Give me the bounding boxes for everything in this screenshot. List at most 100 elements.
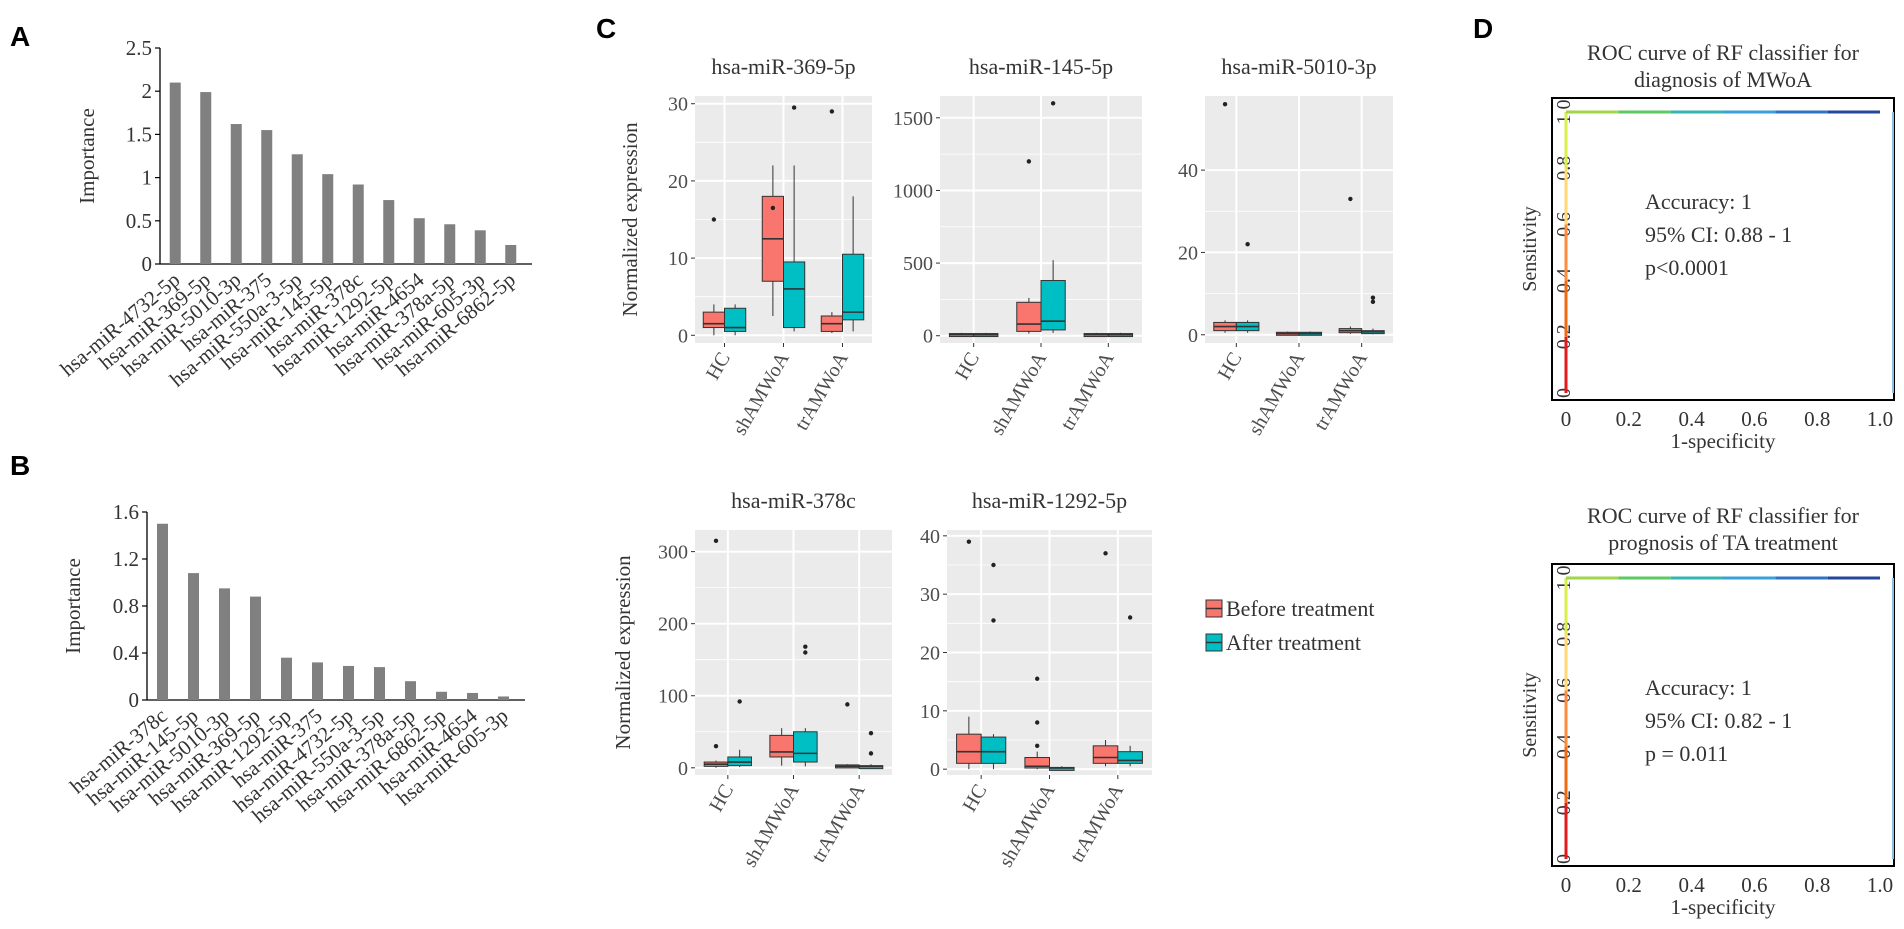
x-axis-title: 1-specificity <box>1671 429 1776 453</box>
annotation-text: 95% CI: 0.82 - 1 <box>1645 708 1792 733</box>
box <box>1092 745 1119 764</box>
y-tick-label: 0.6 <box>1553 212 1575 237</box>
outlier-point <box>803 644 808 649</box>
outlier-point <box>713 538 719 544</box>
y-tick-label: 0.8 <box>113 594 139 618</box>
y-tick-label: 0.2 <box>1553 790 1575 815</box>
y-tick-label: 40 <box>920 526 940 548</box>
outlier-point <box>1127 615 1133 620</box>
outlier-point <box>1035 743 1040 749</box>
bar <box>352 184 364 264</box>
panel-label-a: A <box>10 21 30 52</box>
outlier-point <box>1222 102 1228 107</box>
y-tick-label: 2 <box>142 79 153 103</box>
box <box>724 307 747 332</box>
y-tick-label: 0 <box>1188 325 1198 347</box>
bar <box>230 124 242 264</box>
x-tick-label: HC <box>702 349 735 384</box>
x-tick-label: HC <box>959 781 992 816</box>
x-tick-label: 0.4 <box>1678 873 1705 897</box>
y-tick-label: 1 <box>142 166 153 190</box>
x-axis-title: 1-specificity <box>1671 895 1776 919</box>
outlier-point <box>1348 196 1353 202</box>
boxplot-mir-145-5p: 0 500 1000 1500 HC shAMWoA trAMWoA hsa-miR-145-… <box>893 54 1142 439</box>
y-tick-label: 0 <box>930 759 940 781</box>
bar-chart-b: 00.40.81.21.6Importancehsa-miR-378chsa-m… <box>61 500 525 828</box>
x-tick-label: 0.2 <box>1616 407 1642 431</box>
y-tick-label: 2.5 <box>126 36 152 60</box>
bar <box>169 82 181 264</box>
box <box>1016 301 1042 332</box>
outlier-point <box>1370 295 1376 300</box>
y-tick-label: 1.6 <box>113 500 139 524</box>
y-tick-label: 1.5 <box>126 122 152 146</box>
legend: Before treatment After treatment <box>1205 596 1374 655</box>
y-tick-label: 0.5 <box>126 209 152 233</box>
y-axis-title: Importance <box>75 108 99 204</box>
roc-curve-prognosis: ROC curve of RF classifier forprognosis … <box>1519 503 1895 919</box>
x-tick-label: shAMWoA <box>986 348 1051 439</box>
bar <box>250 596 261 700</box>
y-tick-label: 0 <box>678 325 688 347</box>
outlier-point <box>803 650 808 655</box>
bar <box>312 662 323 700</box>
outlier-point <box>868 731 874 736</box>
annotation-text: Accuracy: 1 <box>1645 189 1752 214</box>
bar <box>291 154 303 264</box>
outlier-point <box>711 217 717 222</box>
outlier-point <box>770 205 776 211</box>
y-tick-label: 0.4 <box>1553 268 1575 293</box>
x-tick-label: shAMWoA <box>739 780 804 871</box>
y-tick-label: 0 <box>1553 854 1575 864</box>
plot-frame <box>1551 97 1895 401</box>
box <box>1117 751 1143 764</box>
y-tick-label: 1.0 <box>1553 100 1575 125</box>
y-tick-label: 200 <box>658 614 688 636</box>
y-tick-label: 0 <box>923 326 933 348</box>
y-tick-label: 0 <box>129 688 140 712</box>
x-tick-label: 0.4 <box>1678 407 1705 431</box>
x-tick-label: 1.0 <box>1867 407 1893 431</box>
bar <box>281 657 292 700</box>
x-tick-label: trAMWoA <box>1066 780 1128 866</box>
box <box>769 734 794 758</box>
outlier-point <box>868 751 874 756</box>
bar <box>261 130 273 264</box>
y-tick-label: 30 <box>920 584 940 606</box>
bar <box>219 588 230 700</box>
bar <box>200 92 212 265</box>
x-tick-label: trAMWoA <box>1310 348 1372 434</box>
boxplot-mir-378c: 0 100 200 300 HC shAMWoA trAMWoA hsa-miR-378c No… <box>611 488 892 871</box>
x-tick-label: shAMWoA <box>995 780 1060 871</box>
x-tick-label: HC <box>951 349 984 384</box>
y-axis-title: Sensitivity <box>1519 672 1541 758</box>
bar <box>436 691 447 700</box>
bar <box>498 696 509 700</box>
bar <box>157 523 168 700</box>
bar <box>505 244 517 264</box>
x-tick-label: shAMWoA <box>1244 348 1309 439</box>
y-tick-label: 1500 <box>893 108 933 130</box>
outlier-point <box>1370 299 1376 305</box>
outlier-point <box>991 562 996 568</box>
y-tick-label: 100 <box>658 686 688 708</box>
boxplot-mir-1292-5p: 0 10 20 30 40 HC shAMWoA trAMWoA hsa-miR-1292-5p <box>920 488 1152 871</box>
x-tick-label: 0.8 <box>1804 407 1830 431</box>
y-tick-label: 30 <box>668 94 688 116</box>
outlier-point <box>1035 720 1040 725</box>
outlier-point <box>966 539 972 544</box>
y-axis-title: Importance <box>61 558 85 654</box>
x-tick-label: 0.6 <box>1741 407 1767 431</box>
box <box>980 736 1007 764</box>
annotation-text: Accuracy: 1 <box>1645 675 1752 700</box>
annotation-text: p<0.0001 <box>1645 255 1729 280</box>
annotation-text: 95% CI: 0.88 - 1 <box>1645 222 1792 247</box>
y-tick-label: 0 <box>142 252 153 276</box>
y-tick-label: 300 <box>658 542 688 564</box>
box <box>956 733 982 764</box>
bar <box>188 573 199 700</box>
y-tick-label: 500 <box>903 253 933 275</box>
outlier-point <box>845 702 850 707</box>
box <box>783 261 806 329</box>
